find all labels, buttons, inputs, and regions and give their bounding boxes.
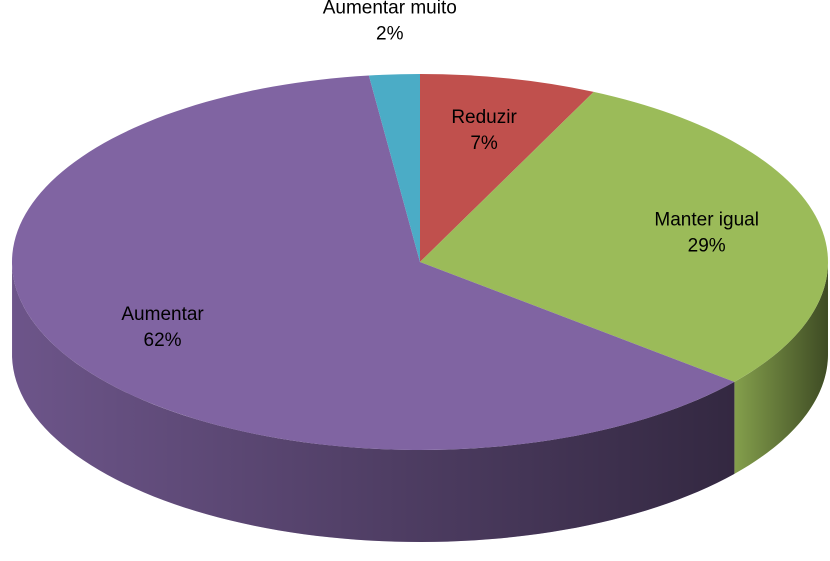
slice — [11, 75, 735, 451]
slice-label: Aumentar muito — [323, 0, 457, 19]
slice — [420, 91, 828, 382]
slice-side-shade — [734, 263, 828, 474]
slice-label: Manter igual — [654, 209, 759, 230]
slice-value-label: 2% — [376, 24, 404, 45]
slice-value-label: 29% — [688, 235, 726, 256]
slice-value-label: 62% — [144, 330, 182, 351]
slice — [420, 74, 594, 262]
slice-label: Reduzir — [451, 107, 517, 128]
slice-value-label: 7% — [470, 133, 498, 154]
slice — [368, 74, 420, 262]
slice-side-shade — [12, 264, 735, 542]
slice-label: Aumentar — [121, 304, 204, 325]
